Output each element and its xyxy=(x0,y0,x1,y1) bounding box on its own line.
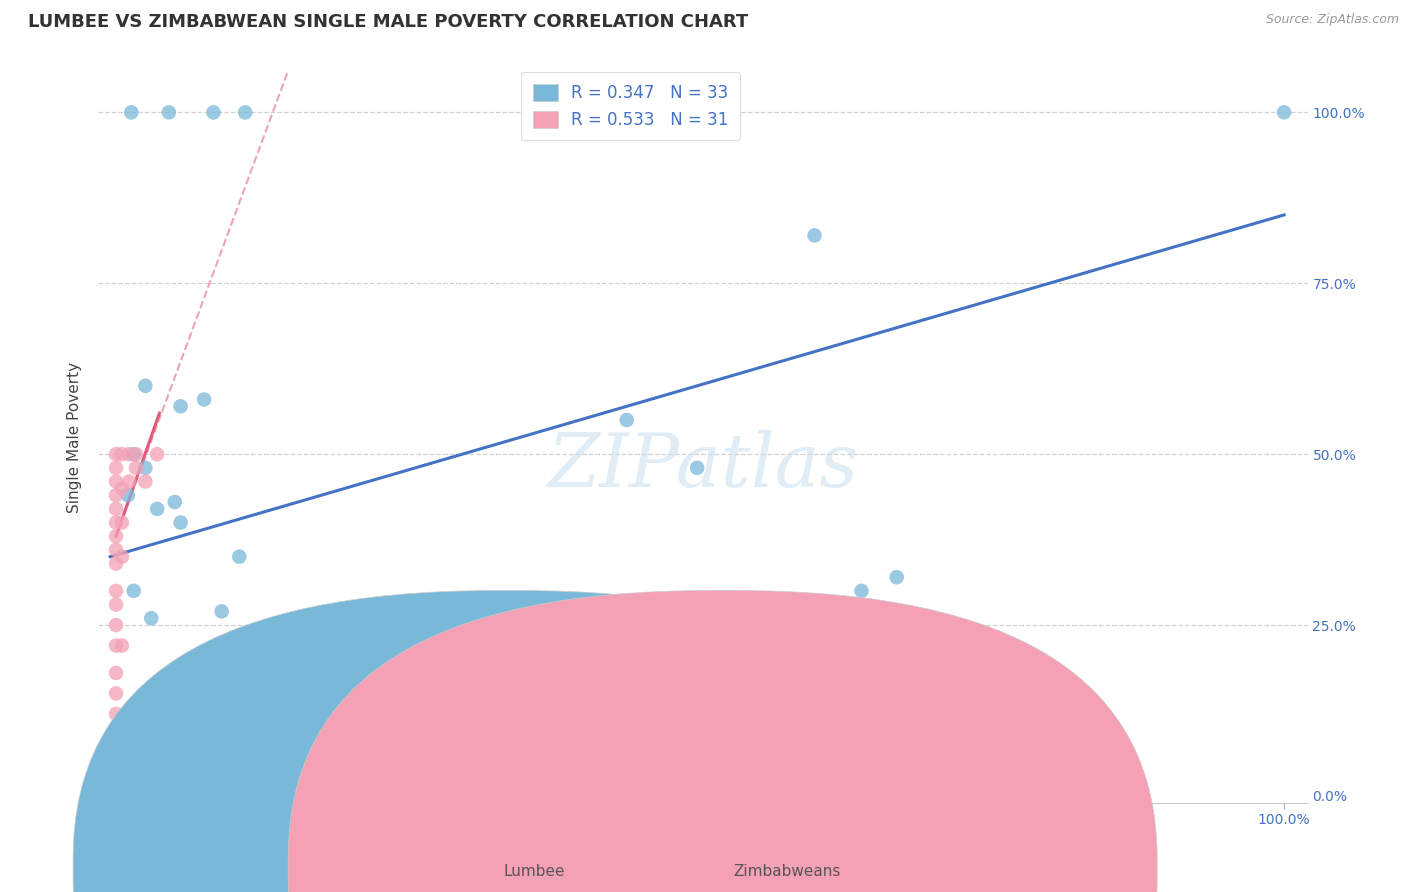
Point xyxy=(125,460,148,475)
Point xyxy=(193,392,215,407)
Point xyxy=(886,570,908,584)
Point xyxy=(105,598,128,612)
Point xyxy=(122,447,145,461)
Point xyxy=(111,447,134,461)
Point xyxy=(134,460,156,475)
Point xyxy=(111,639,134,653)
Point xyxy=(169,516,191,530)
Point xyxy=(134,379,156,393)
Point xyxy=(228,549,250,564)
Point xyxy=(169,400,191,414)
Point xyxy=(163,495,186,509)
Text: ZIPatlas: ZIPatlas xyxy=(547,430,859,502)
Point xyxy=(991,693,1014,707)
Point xyxy=(105,706,128,721)
Point xyxy=(105,529,128,543)
Point xyxy=(120,105,142,120)
Y-axis label: Single Male Poverty: Single Male Poverty xyxy=(67,361,83,513)
Point xyxy=(111,516,134,530)
Point xyxy=(111,481,134,495)
Point xyxy=(105,488,128,502)
Text: Zimbabweans: Zimbabweans xyxy=(734,863,841,879)
Point xyxy=(117,488,139,502)
Point xyxy=(322,624,344,639)
Point xyxy=(141,611,163,625)
Point xyxy=(1272,105,1295,120)
Point xyxy=(146,447,169,461)
Text: LUMBEE VS ZIMBABWEAN SINGLE MALE POVERTY CORRELATION CHART: LUMBEE VS ZIMBABWEAN SINGLE MALE POVERTY… xyxy=(28,13,748,31)
Point xyxy=(105,686,128,700)
Point xyxy=(276,632,298,646)
Point xyxy=(105,501,128,516)
Point xyxy=(105,460,128,475)
Text: Lumbee: Lumbee xyxy=(503,863,565,879)
Point xyxy=(546,618,568,632)
Point xyxy=(202,105,225,120)
Point xyxy=(157,105,180,120)
Point xyxy=(616,413,638,427)
Point xyxy=(276,652,298,666)
Point xyxy=(686,105,709,120)
Point xyxy=(105,618,128,632)
Legend: R = 0.347   N = 33, R = 0.533   N = 31: R = 0.347 N = 33, R = 0.533 N = 31 xyxy=(522,72,740,140)
Point xyxy=(686,460,709,475)
Point xyxy=(105,734,128,748)
Point xyxy=(211,604,233,618)
Point xyxy=(111,721,134,735)
Point xyxy=(851,583,873,598)
Point xyxy=(451,611,474,625)
Point xyxy=(105,755,128,769)
Point xyxy=(105,447,128,461)
Point xyxy=(346,639,368,653)
Point xyxy=(105,557,128,571)
Point xyxy=(118,475,141,489)
Point xyxy=(105,639,128,653)
Point xyxy=(240,639,263,653)
Point xyxy=(125,447,148,461)
Point xyxy=(122,583,145,598)
Point xyxy=(134,475,156,489)
Point xyxy=(146,501,169,516)
Point xyxy=(111,549,134,564)
Point xyxy=(105,516,128,530)
Point xyxy=(105,665,128,680)
Point xyxy=(105,542,128,557)
Point xyxy=(105,583,128,598)
Text: Source: ZipAtlas.com: Source: ZipAtlas.com xyxy=(1265,13,1399,27)
Point xyxy=(105,768,128,782)
Point xyxy=(233,105,256,120)
Point xyxy=(118,447,141,461)
Point xyxy=(803,228,825,243)
Point xyxy=(105,475,128,489)
